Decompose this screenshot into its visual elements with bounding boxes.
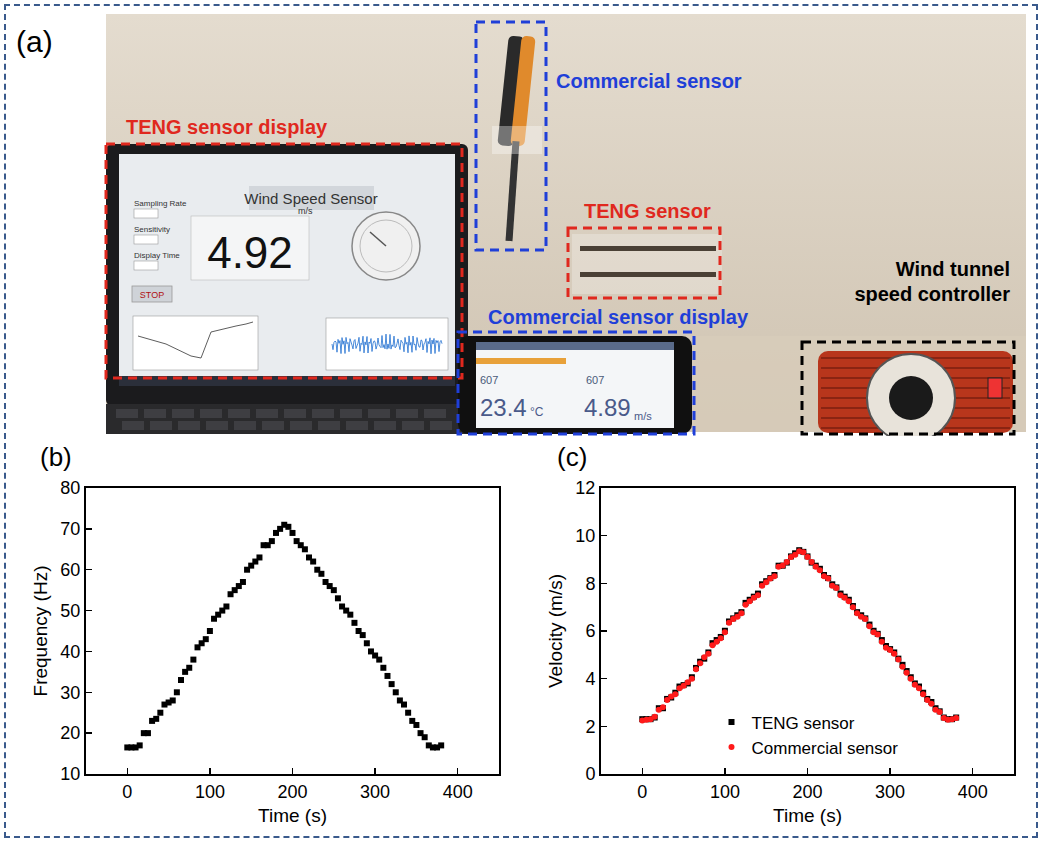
svg-text:10: 10 bbox=[60, 764, 80, 784]
svg-text:300: 300 bbox=[360, 782, 390, 802]
svg-text:200: 200 bbox=[277, 782, 307, 802]
svg-text:70: 70 bbox=[60, 519, 80, 539]
svg-text:(b): (b) bbox=[40, 442, 72, 472]
svg-text:0: 0 bbox=[637, 782, 647, 802]
svg-text:10: 10 bbox=[575, 526, 595, 546]
svg-text:Frequency (Hz): Frequency (Hz) bbox=[30, 566, 51, 697]
svg-text:Velocity (m/s): Velocity (m/s) bbox=[545, 574, 566, 688]
svg-text:400: 400 bbox=[443, 782, 473, 802]
svg-text:200: 200 bbox=[792, 782, 822, 802]
svg-text:80: 80 bbox=[60, 478, 80, 498]
svg-text:8: 8 bbox=[585, 574, 595, 594]
svg-text:Commercial sensor display: Commercial sensor display bbox=[488, 306, 749, 328]
svg-text:12: 12 bbox=[575, 478, 595, 498]
svg-text:23.4: 23.4 bbox=[480, 394, 527, 421]
svg-text:50: 50 bbox=[60, 601, 80, 621]
svg-text:Sampling Rate: Sampling Rate bbox=[134, 199, 187, 208]
svg-text:speed controller: speed controller bbox=[854, 283, 1010, 305]
svg-text:°C: °C bbox=[530, 405, 544, 419]
svg-text:Wind tunnel: Wind tunnel bbox=[896, 258, 1010, 280]
svg-text:300: 300 bbox=[875, 782, 905, 802]
svg-text:Time (s): Time (s) bbox=[773, 805, 842, 826]
svg-text:6: 6 bbox=[585, 621, 595, 641]
svg-text:2: 2 bbox=[585, 717, 595, 737]
svg-text:4.92: 4.92 bbox=[207, 228, 293, 277]
svg-text:Commercial sensor: Commercial sensor bbox=[556, 70, 742, 92]
svg-text:Wind Speed Sensor: Wind Speed Sensor bbox=[244, 190, 377, 207]
svg-text:m/s: m/s bbox=[634, 410, 652, 422]
svg-text:40: 40 bbox=[60, 642, 80, 662]
svg-text:STOP: STOP bbox=[140, 290, 164, 300]
svg-text:400: 400 bbox=[958, 782, 988, 802]
svg-text:Time (s): Time (s) bbox=[258, 805, 327, 826]
svg-text:TENG sensor display: TENG sensor display bbox=[126, 116, 328, 138]
svg-text:m/s: m/s bbox=[298, 206, 313, 216]
svg-text:TENG sensor: TENG sensor bbox=[584, 200, 711, 222]
svg-text:100: 100 bbox=[710, 782, 740, 802]
svg-text:Commercial sensor: Commercial sensor bbox=[752, 739, 899, 758]
svg-text:TENG sensor: TENG sensor bbox=[752, 714, 855, 733]
svg-text:(a): (a) bbox=[16, 25, 53, 58]
svg-text:Sensitivity: Sensitivity bbox=[134, 225, 170, 234]
svg-text:60: 60 bbox=[60, 560, 80, 580]
svg-text:20: 20 bbox=[60, 723, 80, 743]
svg-text:607: 607 bbox=[480, 374, 498, 386]
svg-text:0: 0 bbox=[122, 782, 132, 802]
svg-text:30: 30 bbox=[60, 683, 80, 703]
svg-text:0: 0 bbox=[585, 764, 595, 784]
svg-text:4.89: 4.89 bbox=[584, 394, 631, 421]
svg-text:607: 607 bbox=[586, 374, 604, 386]
svg-text:100: 100 bbox=[195, 782, 225, 802]
svg-text:(c): (c) bbox=[557, 442, 587, 472]
svg-text:4: 4 bbox=[585, 669, 595, 689]
svg-text:Display Time: Display Time bbox=[134, 251, 180, 260]
